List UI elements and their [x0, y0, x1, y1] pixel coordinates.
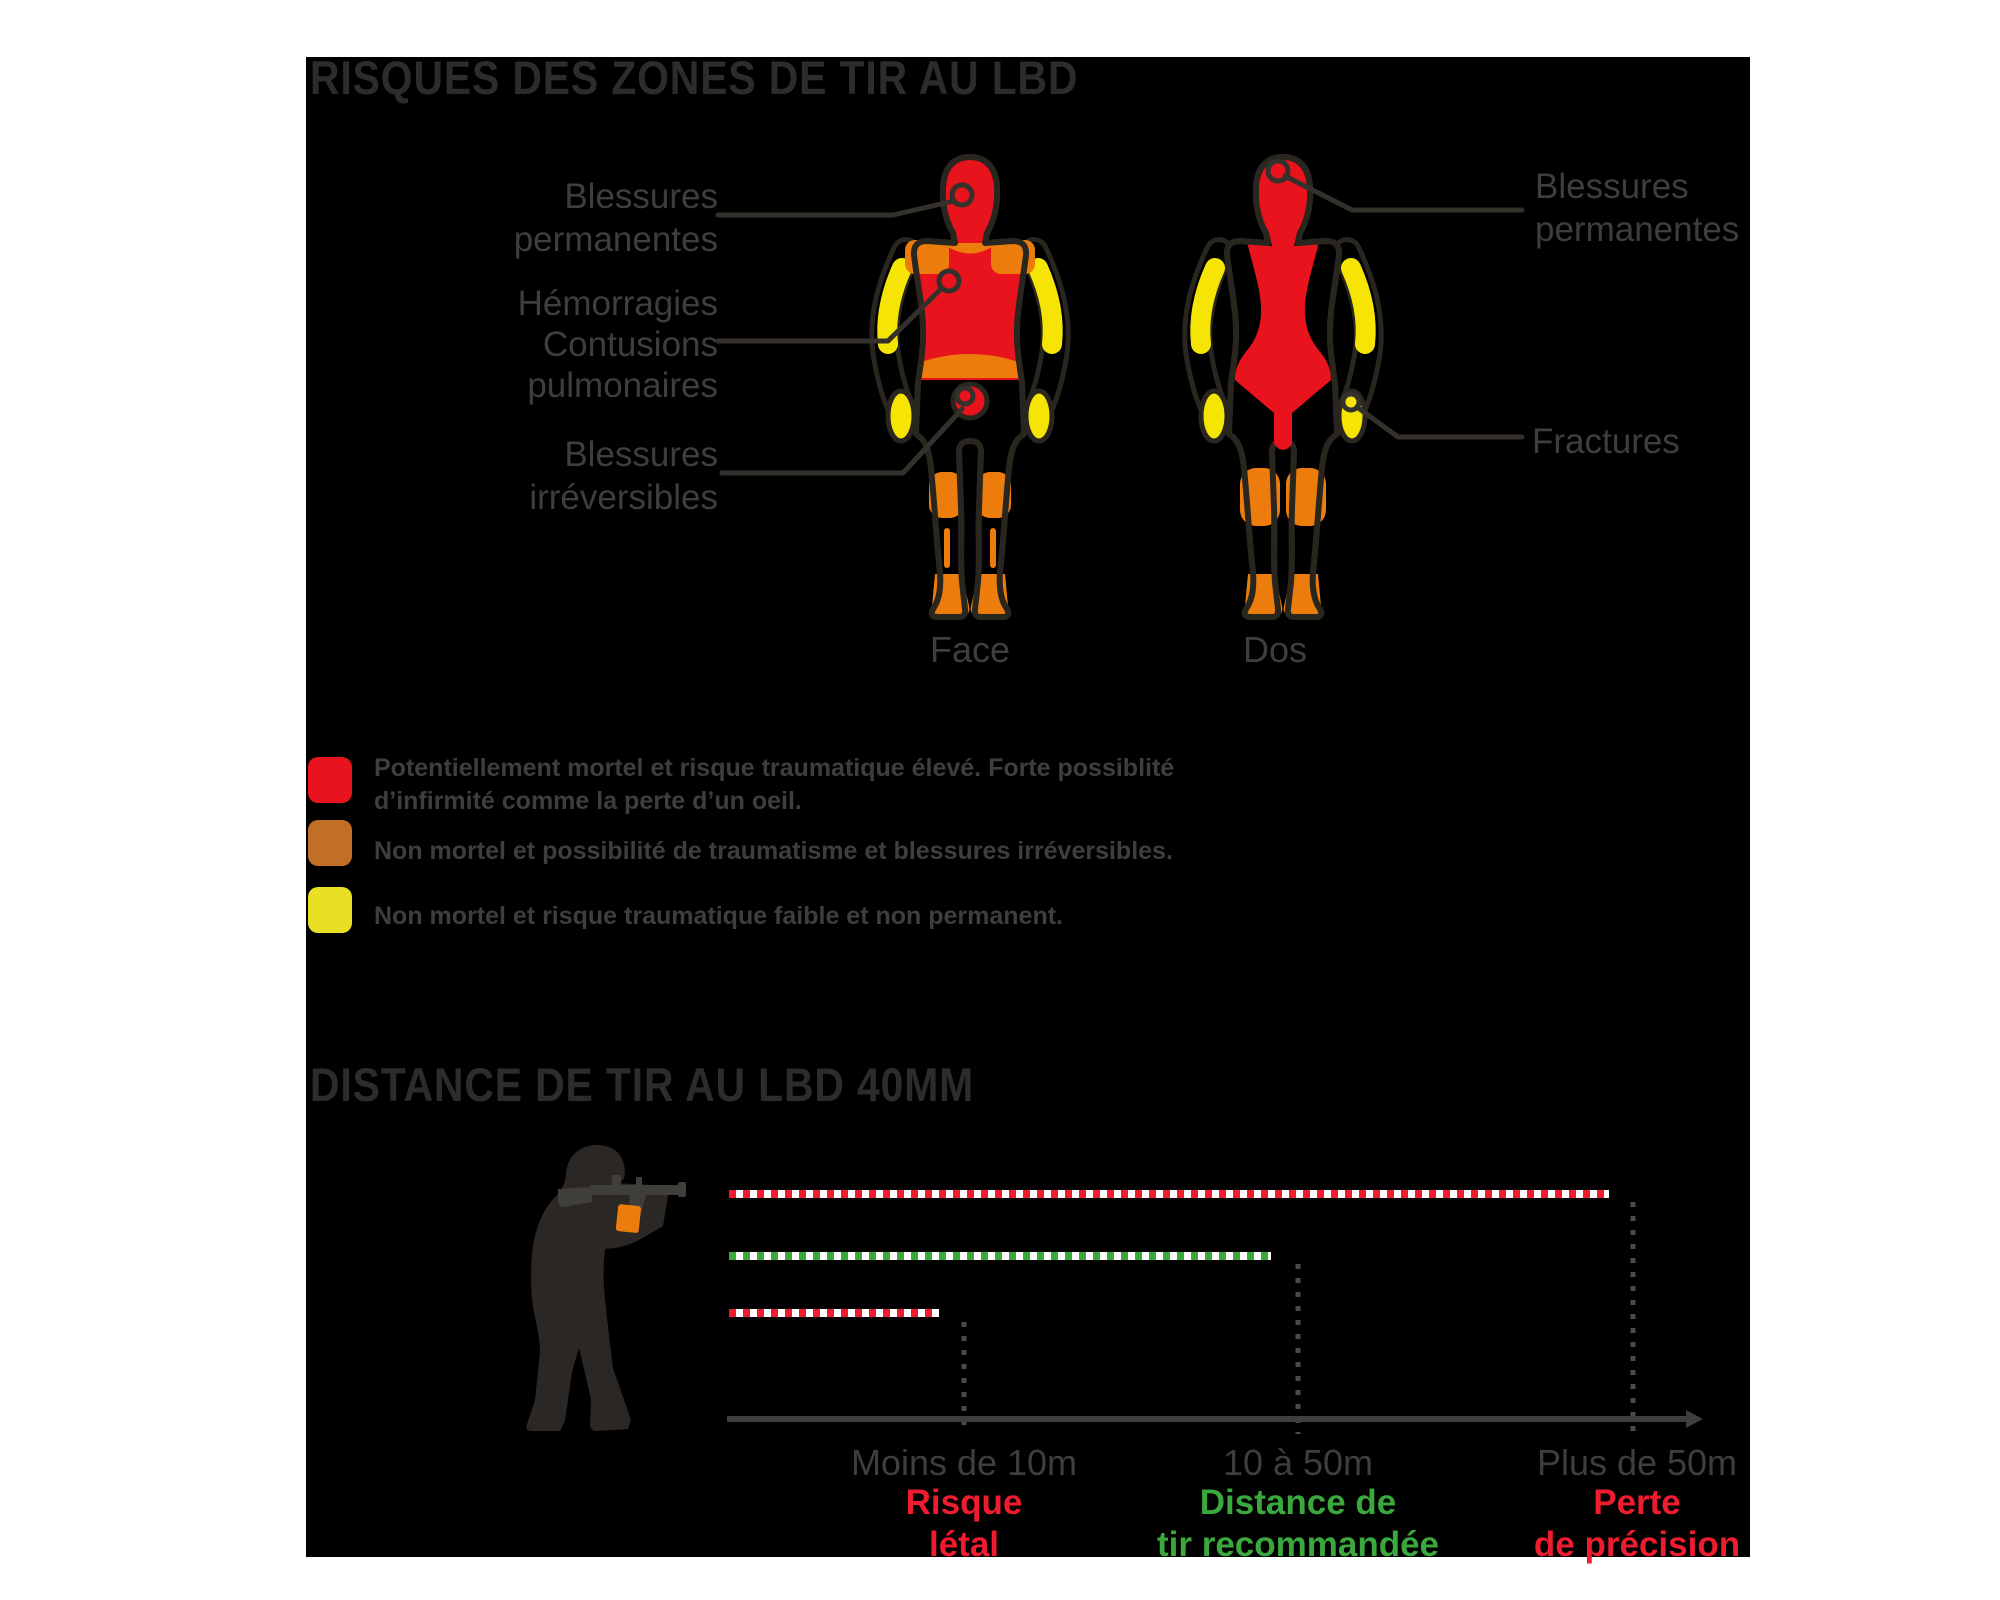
callout-ring-groin [954, 385, 976, 407]
axis-tick-plus-50m: Plus de 50m [1536, 1442, 1738, 1483]
legend-swatch-red [308, 757, 352, 803]
body-back-figure [1197, 157, 1369, 617]
body-front-figure [884, 157, 1056, 617]
legend-item-yellow: Non mortel et risque traumatique faible … [374, 902, 1063, 930]
callout-line-hemorragies [715, 285, 945, 344]
callout-ring-head-back [1265, 158, 1291, 184]
callout-label-blessures-irreversibles: Blessures irréversibles [529, 435, 718, 517]
shooter-armband-orange [615, 1204, 641, 1233]
callout-ring-hand-back [1340, 391, 1362, 413]
front-knee-left [929, 472, 963, 518]
callout-label-fractures: Fractures [1532, 422, 1680, 461]
callout-line-blessures-permanentes-right [1282, 173, 1525, 213]
callout-lines [715, 158, 1525, 476]
distance-diagram [727, 1190, 1703, 1434]
front-shin-right [990, 528, 996, 568]
zone-label-perte-precision: Perte de précision [1533, 1483, 1741, 1564]
callout-ring-chest [936, 268, 962, 294]
front-abdomen-orange [920, 354, 1020, 378]
rifle-icon [557, 1175, 686, 1215]
axis-tick-moins-10m: Moins de 10m [850, 1442, 1078, 1483]
figure-caption-dos: Dos [1242, 629, 1308, 670]
legend-item-red: Potentiellement mortel et risque traumat… [374, 754, 1175, 815]
shooter-illustration [526, 1145, 686, 1431]
callout-label-hemorragies: Hémorragies Contusions pulmonaires [517, 284, 718, 405]
callout-label-blessures-permanentes-right: Blessures permanentes [1535, 167, 1740, 249]
figure-caption-face: Face [929, 629, 1011, 670]
front-knee-right [977, 472, 1011, 518]
front-shin-left [944, 528, 950, 568]
front-red-zone [917, 160, 1023, 380]
section-distance-title: DISTANCE DE TIR AU LBD 40MM [310, 1058, 975, 1111]
zone-label-risque-letal: Risque létal [905, 1483, 1023, 1564]
callout-line-fractures [1354, 404, 1525, 440]
callout-line-blessures-irreversibles [719, 406, 965, 476]
zone-label-distance-recommandee: Distance de tir recommandée [1156, 1483, 1440, 1564]
legend-swatch-orange [308, 820, 352, 866]
section-risques-title: RISQUES DES ZONES DE TIR AU LBD [310, 51, 1079, 104]
legend-swatch-yellow [308, 887, 352, 933]
callout-label-blessures-permanentes-left: Blessures permanentes [513, 177, 718, 259]
axis-arrowhead [1686, 1410, 1703, 1428]
legend-item-orange: Non mortel et possibilité de traumatisme… [374, 837, 1173, 865]
callout-line-blessures-permanentes-left [715, 198, 957, 218]
callout-ring-face [949, 182, 975, 208]
back-spine-red-strip [1274, 406, 1292, 450]
back-red-zone [1235, 160, 1331, 413]
axis-tick-10-50m: 10 à 50m [1222, 1442, 1374, 1483]
